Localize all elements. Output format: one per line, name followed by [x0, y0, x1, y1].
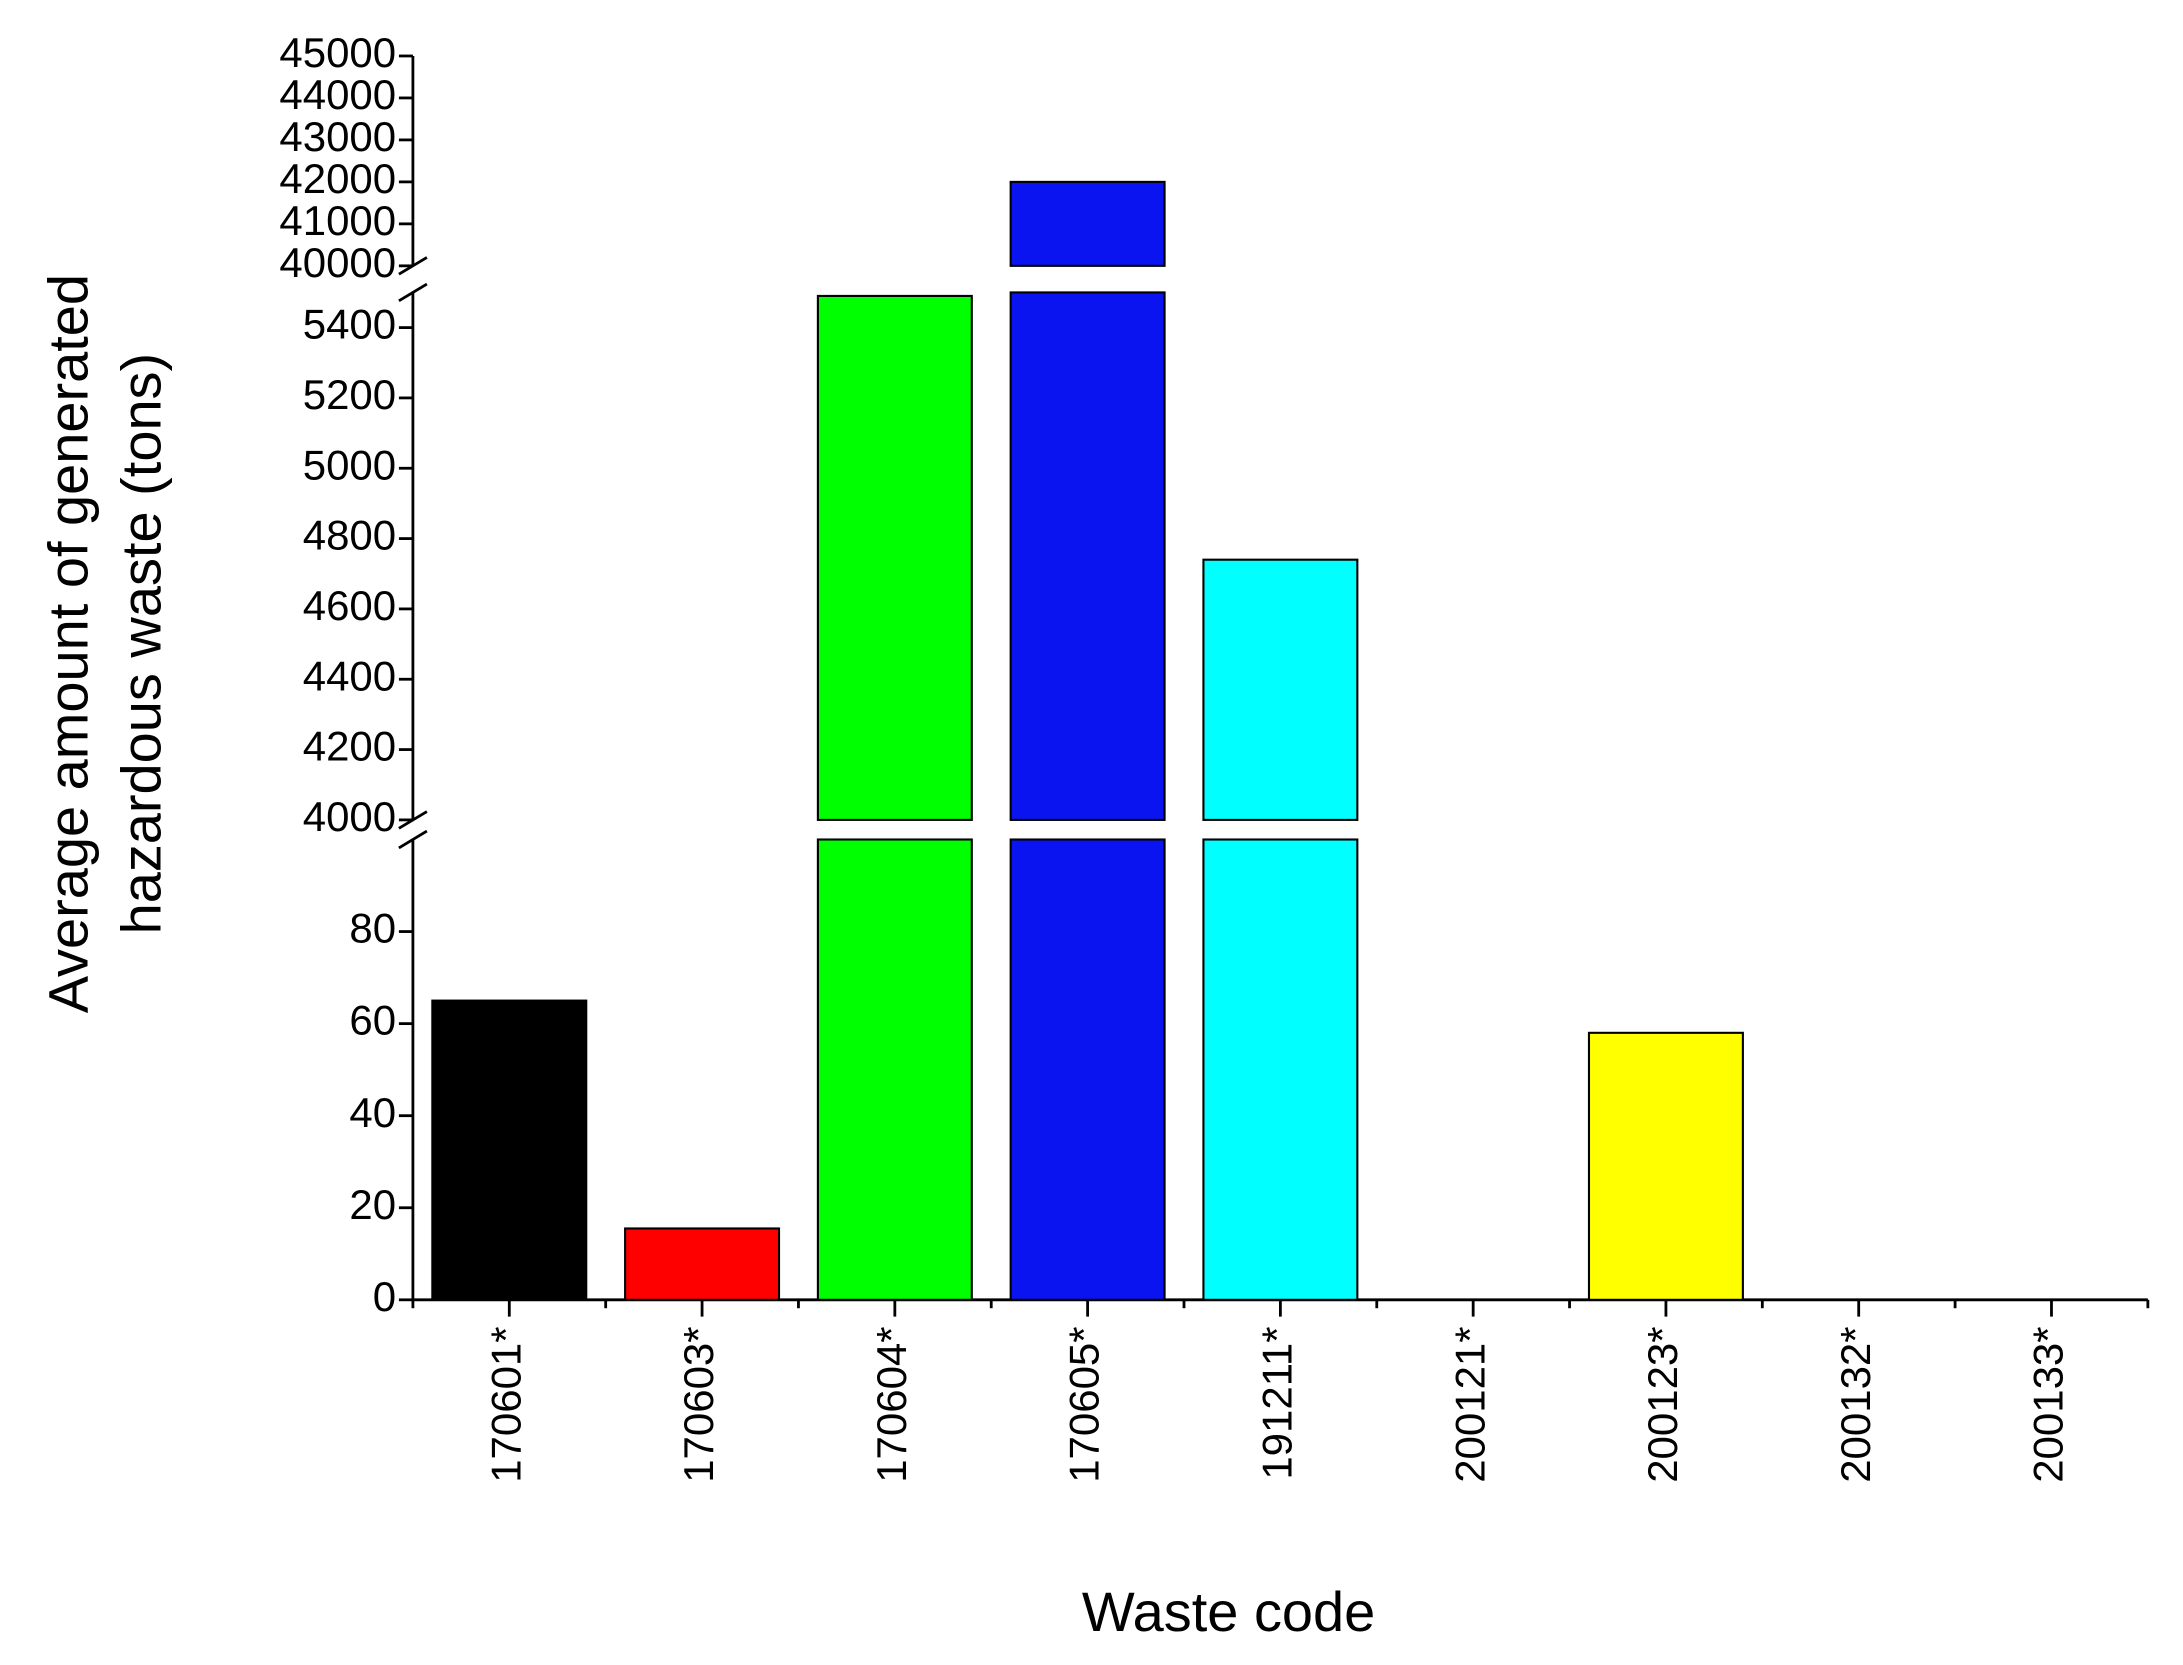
- bar: [431, 999, 588, 1301]
- y-tick-label: 44000: [279, 71, 396, 118]
- y-tick-label: 43000: [279, 113, 396, 160]
- x-tick-label: 200132*: [1832, 1326, 1879, 1482]
- x-tick-label: 170604*: [868, 1326, 915, 1482]
- y-axis-label: Average amount of generated hazardous wa…: [37, 274, 173, 1013]
- y-axis-label-line: Average amount of generated: [37, 274, 100, 1013]
- y-tick-label: 4000: [303, 793, 396, 840]
- bar: [1009, 180, 1166, 267]
- y-tick-label: 4800: [303, 512, 396, 559]
- y-tick-label: 4400: [303, 652, 396, 699]
- y-tick-label: 42000: [279, 155, 396, 202]
- y-tick-label: 4200: [303, 723, 396, 770]
- x-tick-label: 191211*: [1253, 1326, 1300, 1479]
- x-tick-label: 200121*: [1446, 1326, 1493, 1482]
- x-axis-label: Waste code: [1082, 1580, 1375, 1643]
- y-tick-label: 40000: [279, 239, 396, 286]
- y-tick-label: 5400: [303, 301, 396, 348]
- y-tick-label: 40: [349, 1089, 396, 1136]
- y-tick-label: 45000: [279, 29, 396, 76]
- y-tick-label: 0: [373, 1273, 396, 1320]
- bar: [1009, 291, 1166, 821]
- bar: [816, 294, 973, 821]
- y-tick-label: 5000: [303, 441, 396, 488]
- x-tick-label: 170601*: [482, 1326, 529, 1482]
- bar: [624, 1227, 781, 1301]
- y-tick-label: 60: [349, 997, 396, 1044]
- x-tick-label: 170603*: [675, 1326, 722, 1482]
- y-tick-label: 20: [349, 1181, 396, 1228]
- bar: [1587, 1031, 1744, 1301]
- x-tick-label: 200123*: [1639, 1326, 1686, 1482]
- y-tick-label: 5200: [303, 371, 396, 418]
- y-tick-label: 4600: [303, 582, 396, 629]
- bar: [1202, 838, 1359, 1301]
- y-tick-label: 80: [349, 905, 396, 952]
- axis-break: [398, 282, 428, 303]
- x-tick-label: 200133*: [2025, 1326, 2072, 1482]
- x-tick-label: 170605*: [1061, 1326, 1108, 1482]
- y-tick-label: 41000: [279, 197, 396, 244]
- bar: [1202, 558, 1359, 821]
- bar: [816, 838, 973, 1301]
- bar: [1009, 838, 1166, 1301]
- y-axis-label-line: hazardous waste (tons): [109, 353, 172, 935]
- axis-break: [398, 829, 428, 850]
